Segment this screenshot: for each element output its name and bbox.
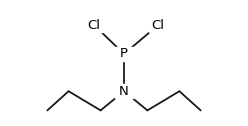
Text: Cl: Cl (152, 19, 165, 32)
Bar (115, 47, 133, 61)
Text: P: P (120, 48, 128, 60)
Bar (115, 84, 133, 98)
Text: N: N (119, 85, 129, 98)
Bar (85, 18, 103, 32)
Text: Cl: Cl (88, 19, 101, 32)
Bar (149, 18, 167, 32)
